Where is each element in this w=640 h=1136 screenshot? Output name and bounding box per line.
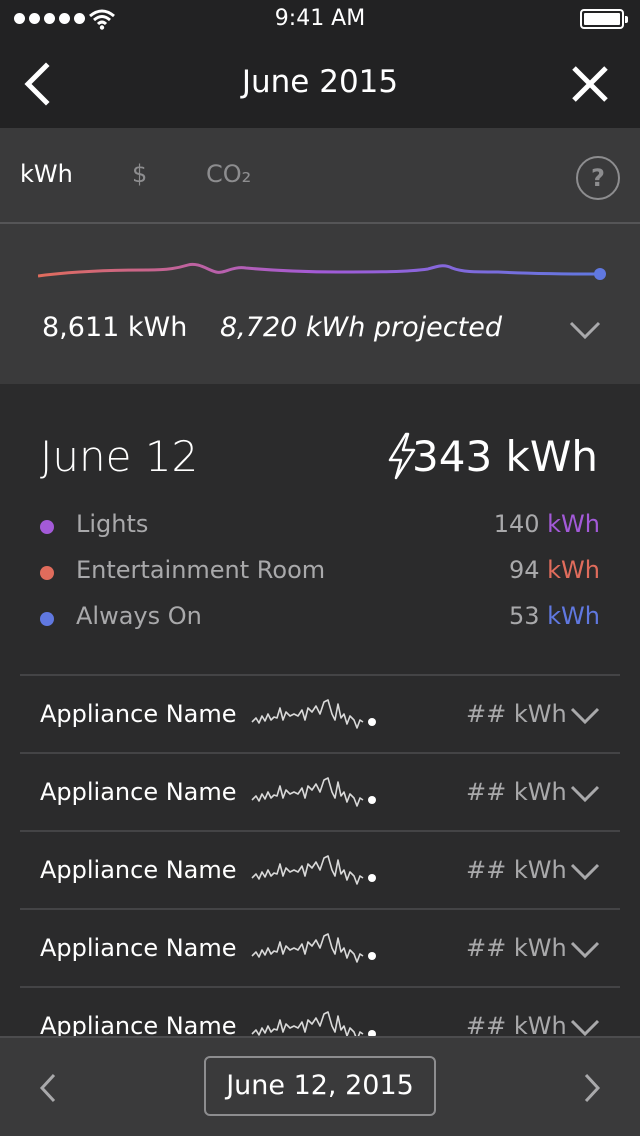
category-value: 94 kWh — [508, 556, 600, 584]
expand-summary-button[interactable] — [568, 318, 602, 342]
appliance-row[interactable]: Appliance Name ## kWh — [20, 908, 620, 988]
signal-dots-icon — [14, 13, 85, 24]
nav-bar: June 2015 — [0, 40, 640, 128]
appliance-row[interactable]: Appliance Name ## kWh — [20, 752, 620, 832]
appliance-row[interactable]: Appliance Name ## kWh — [20, 830, 620, 910]
appliance-sparkline — [251, 777, 377, 807]
close-icon — [572, 66, 608, 102]
category-dot — [40, 520, 54, 534]
breakdown-row-lights: Lights 140 kWh — [0, 506, 640, 546]
category-value: 53 kWh — [508, 602, 600, 630]
chevron-down-icon[interactable] — [570, 784, 600, 804]
lightning-bolt-icon — [388, 432, 416, 480]
chevron-right-icon — [584, 1073, 601, 1103]
appliance-row[interactable]: Appliance Name ## kWh — [20, 986, 620, 1036]
breakdown-row-always-on: Always On 53 kWh — [0, 598, 640, 638]
category-dot — [40, 612, 54, 626]
date-navigator: June 12, 2015 — [0, 1036, 640, 1136]
monthly-trend-sparkline — [38, 262, 606, 280]
chevron-left-icon — [39, 1073, 56, 1103]
appliance-value: ## kWh — [466, 700, 567, 728]
category-value: 140 kWh — [493, 510, 600, 538]
appliance-sparkline — [251, 933, 377, 963]
appliance-name: Appliance Name — [40, 856, 237, 884]
day-total: 343 kWh — [412, 432, 598, 481]
category-name: Entertainment Room — [76, 556, 326, 584]
tab-kwh[interactable]: kWh — [20, 160, 73, 188]
wifi-icon — [89, 9, 115, 30]
appliance-sparkline — [251, 699, 377, 729]
chevron-down-icon[interactable] — [570, 1018, 600, 1036]
battery-icon — [580, 9, 628, 29]
appliance-name: Appliance Name — [40, 700, 237, 728]
appliance-value: ## kWh — [466, 934, 567, 962]
breakdown-row-entertainment-room: Entertainment Room 94 kWh — [0, 552, 640, 592]
unit-tabs: kWh $ CO₂ — [0, 128, 640, 224]
help-button[interactable]: ? — [576, 156, 620, 200]
appliance-name: Appliance Name — [40, 934, 237, 962]
selected-date-button[interactable]: June 12, 2015 — [204, 1056, 436, 1116]
appliance-row[interactable]: Appliance Name ## kWh — [20, 674, 620, 754]
category-dot — [40, 566, 54, 580]
status-bar: 9:41 AM — [0, 0, 640, 40]
chevron-down-icon[interactable] — [570, 862, 600, 882]
next-day-button[interactable] — [580, 1072, 604, 1104]
category-name: Lights — [76, 510, 149, 538]
chevron-left-icon — [24, 62, 50, 106]
appliance-value: ## kWh — [466, 778, 567, 806]
chevron-down-icon[interactable] — [570, 940, 600, 960]
page-title: June 2015 — [241, 64, 399, 100]
back-button[interactable] — [20, 62, 56, 106]
status-time: 9:41 AM — [274, 6, 366, 31]
appliance-name: Appliance Name — [40, 1012, 237, 1036]
chevron-down-icon — [569, 321, 601, 340]
tab-co2[interactable]: CO₂ — [206, 160, 252, 188]
monthly-projected: 8,720 kWh projected — [220, 312, 502, 343]
day-date: June 12 — [40, 432, 199, 481]
category-name: Always On — [76, 602, 202, 630]
appliance-value: ## kWh — [466, 1012, 567, 1036]
previous-day-button[interactable] — [36, 1072, 60, 1104]
monthly-total: 8,611 kWh — [42, 312, 188, 343]
appliance-sparkline — [251, 855, 377, 885]
tab-cost[interactable]: $ — [132, 160, 148, 188]
trend-end-marker — [594, 268, 606, 280]
appliance-list: Appliance Name ## kWh Appliance Name ## … — [20, 674, 620, 1036]
chevron-down-icon[interactable] — [570, 706, 600, 726]
close-button[interactable] — [568, 62, 612, 106]
appliance-value: ## kWh — [466, 856, 567, 884]
appliance-name: Appliance Name — [40, 778, 237, 806]
appliance-sparkline — [251, 1011, 377, 1036]
monthly-summary — [0, 224, 640, 384]
